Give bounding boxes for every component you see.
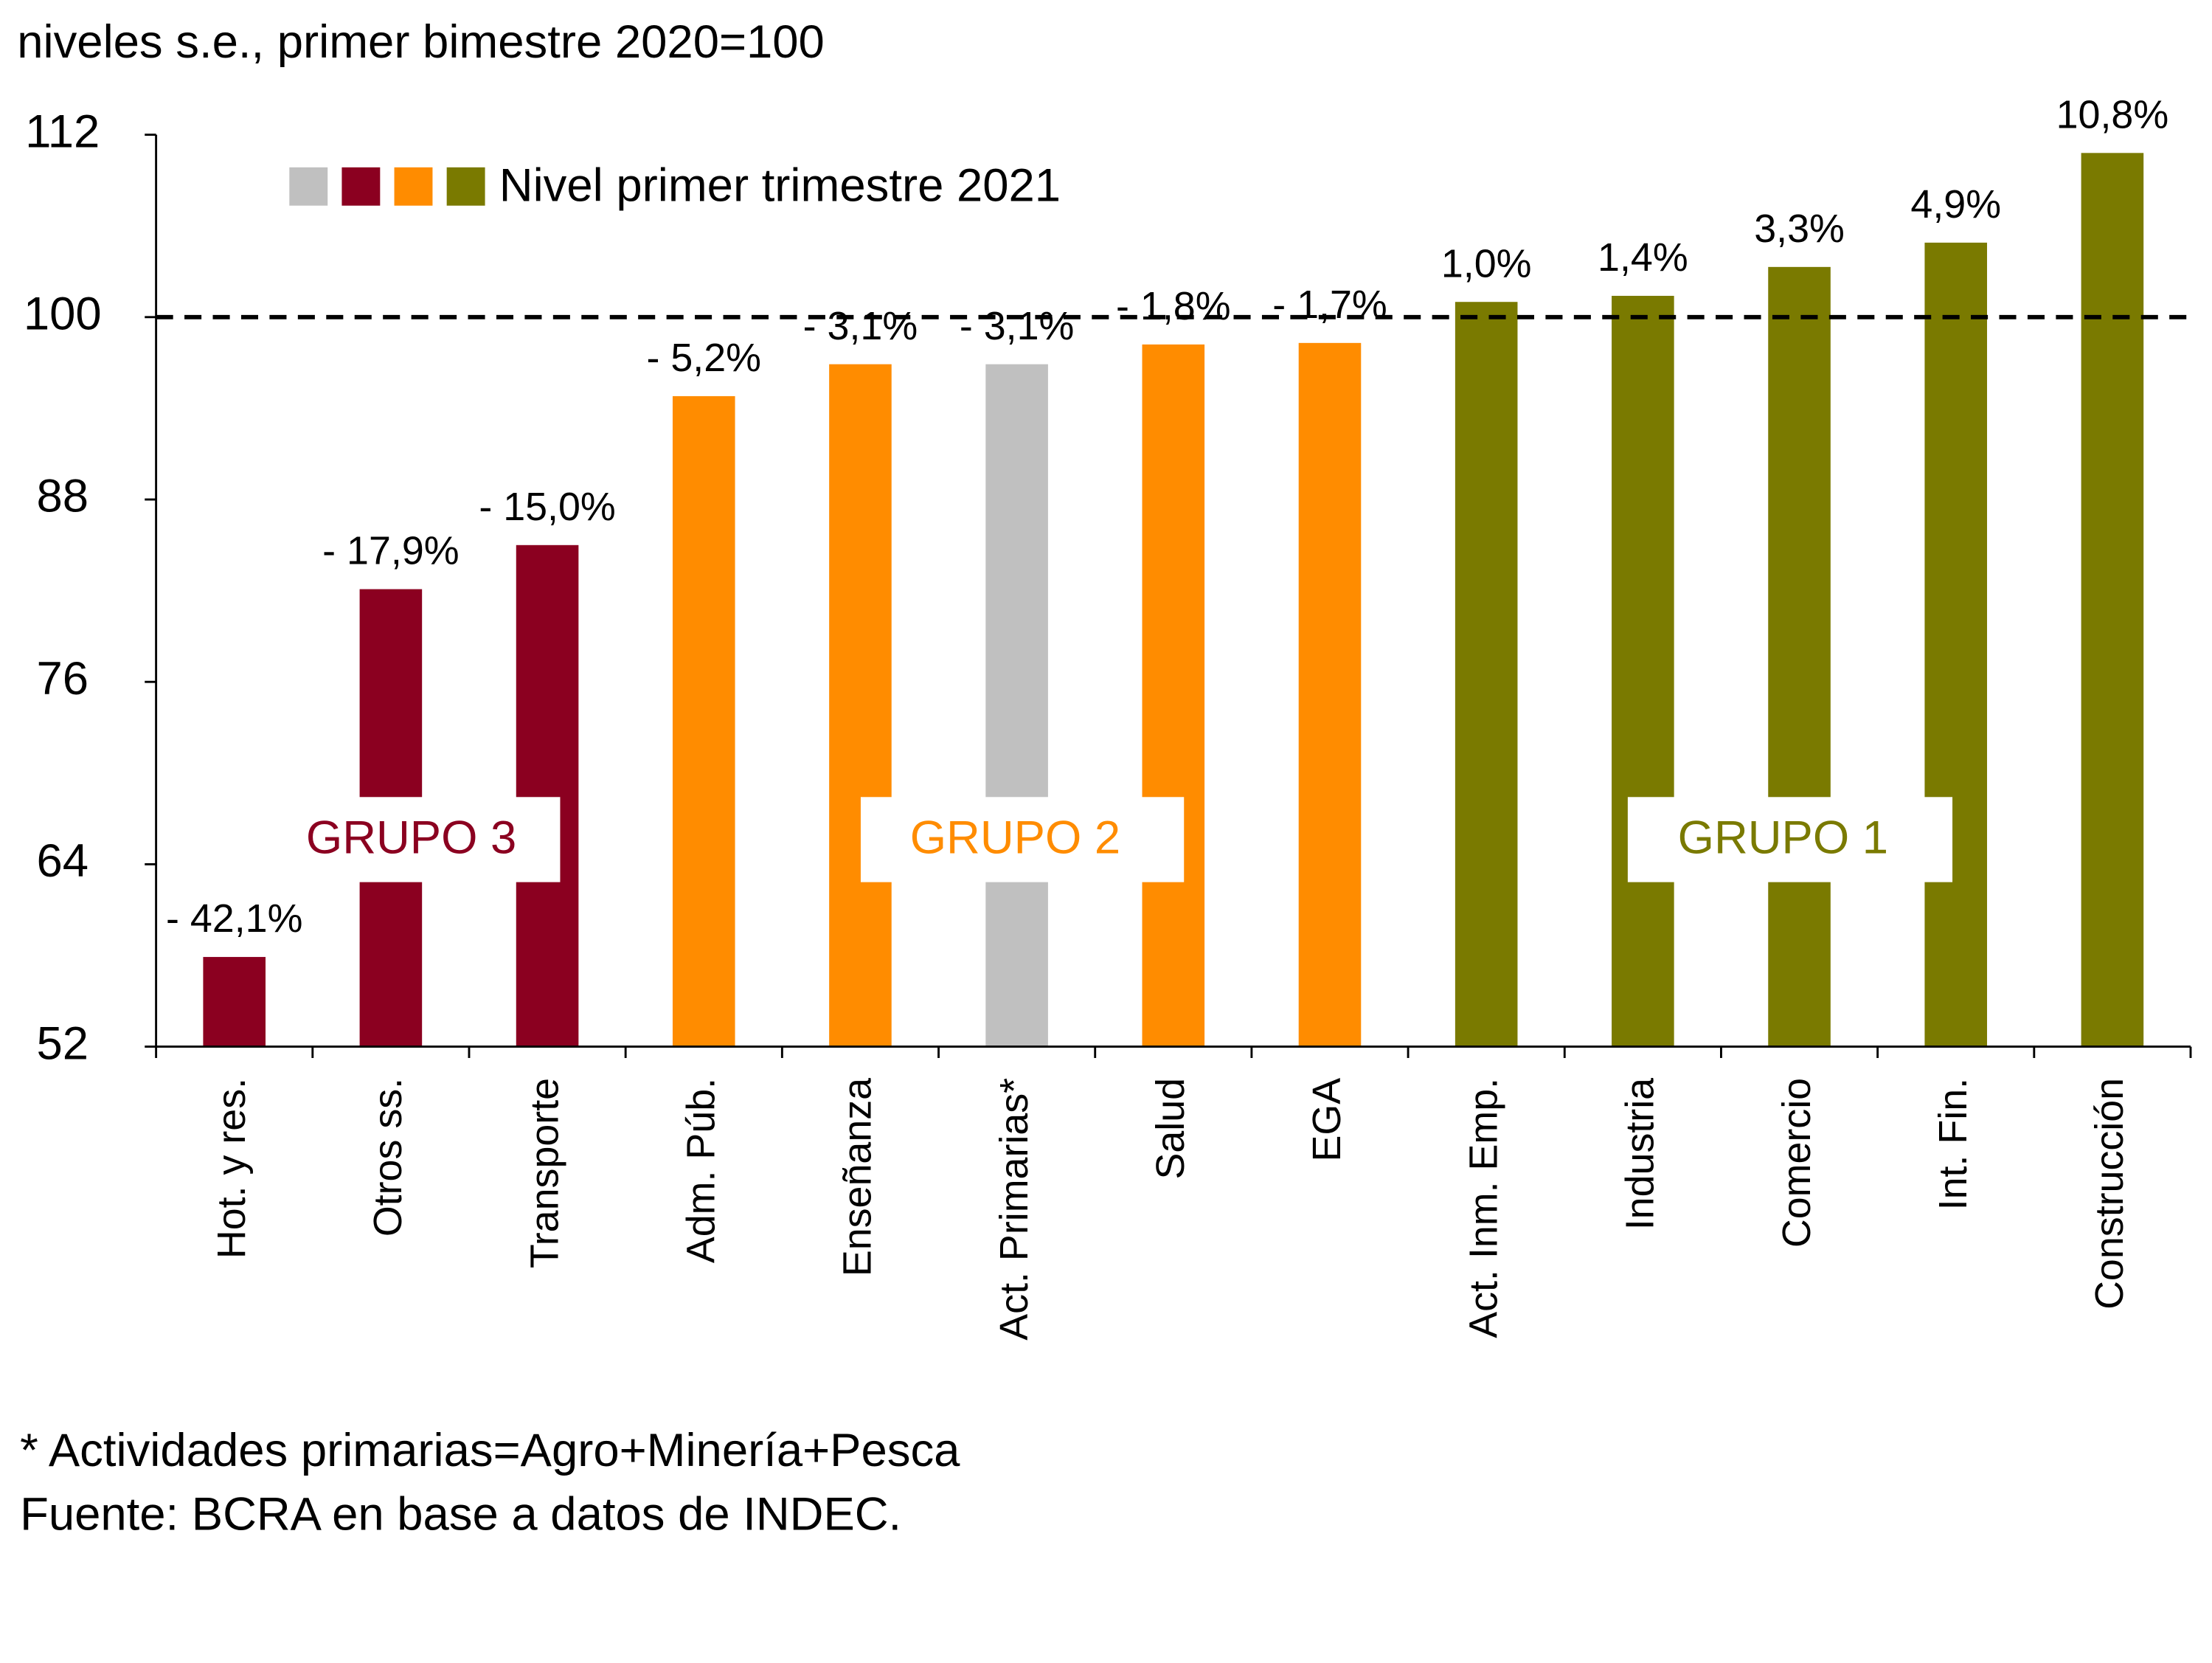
legend-swatch bbox=[289, 167, 328, 206]
x-tick-label: Construcción bbox=[2087, 1078, 2132, 1310]
x-tick-label: Industria bbox=[1618, 1078, 1663, 1230]
y-tick-label: 64 bbox=[36, 835, 89, 887]
bar bbox=[985, 364, 1048, 1047]
x-tick-label: Act. Primarias* bbox=[992, 1078, 1036, 1341]
x-tick-label: Adm. Púb. bbox=[679, 1078, 723, 1263]
bar bbox=[2081, 153, 2144, 1047]
x-tick-label: Hot. y res. bbox=[209, 1078, 254, 1259]
data-label: - 3,1% bbox=[960, 304, 1075, 348]
x-tick-label: Comercio bbox=[1775, 1078, 1819, 1248]
bar bbox=[1298, 342, 1362, 1047]
source: Fuente: BCRA en base a datos de INDEC. bbox=[20, 1489, 901, 1541]
group-label: GRUPO 2 bbox=[910, 812, 1120, 864]
data-label: - 3,1% bbox=[803, 304, 918, 348]
x-tick-label: EGA bbox=[1305, 1078, 1349, 1162]
group-box bbox=[860, 797, 1185, 882]
data-label: 4,9% bbox=[1910, 182, 2001, 227]
data-label: - 42,1% bbox=[166, 896, 302, 941]
x-tick-label: Enseñanza bbox=[836, 1078, 880, 1276]
legend-label: Nivel primer trimestre 2021 bbox=[499, 159, 1061, 211]
footnote: * Actividades primarias=Agro+Minería+Pes… bbox=[20, 1425, 960, 1476]
x-tick-label: Otros ss. bbox=[366, 1078, 410, 1237]
y-tick-label: 112 bbox=[25, 106, 100, 157]
y-tick-label: 76 bbox=[36, 653, 89, 705]
y-tick-label: 88 bbox=[36, 471, 89, 522]
legend-swatch bbox=[446, 167, 485, 206]
data-label: - 1,8% bbox=[1116, 284, 1231, 328]
data-label: - 17,9% bbox=[322, 529, 459, 573]
bar bbox=[1142, 344, 1205, 1047]
y-tick-label: 52 bbox=[36, 1017, 89, 1069]
data-label: - 15,0% bbox=[479, 485, 615, 529]
data-label: - 1,7% bbox=[1272, 283, 1387, 327]
x-tick-label: Transporte bbox=[522, 1078, 566, 1268]
legend-swatch bbox=[394, 167, 433, 206]
bar bbox=[1768, 266, 1831, 1047]
group-label: GRUPO 3 bbox=[306, 812, 516, 864]
bar bbox=[1455, 302, 1518, 1047]
chart-subtitle: niveles s.e., primer bimestre 2020=100 bbox=[17, 16, 825, 68]
data-label: - 5,2% bbox=[646, 336, 761, 380]
x-tick-label: Salud bbox=[1148, 1078, 1193, 1180]
y-tick-label: 100 bbox=[24, 288, 102, 340]
data-label: 1,0% bbox=[1441, 241, 1532, 286]
bar bbox=[516, 544, 579, 1047]
x-tick-label: Int. Fin. bbox=[1931, 1078, 1975, 1210]
bar bbox=[203, 957, 266, 1047]
group-box bbox=[1627, 797, 1953, 882]
bar bbox=[1612, 295, 1674, 1047]
group-box bbox=[277, 797, 561, 882]
bar bbox=[829, 364, 892, 1047]
x-tick-label: Act. Inm. Emp. bbox=[1461, 1078, 1505, 1338]
legend-swatch bbox=[341, 167, 381, 206]
data-label: 1,4% bbox=[1598, 235, 1688, 280]
group-label: GRUPO 1 bbox=[1678, 812, 1888, 864]
bar bbox=[672, 395, 735, 1047]
bar bbox=[1924, 242, 1988, 1047]
data-label: 10,8% bbox=[2056, 92, 2169, 136]
data-label: 3,3% bbox=[1754, 207, 1845, 251]
